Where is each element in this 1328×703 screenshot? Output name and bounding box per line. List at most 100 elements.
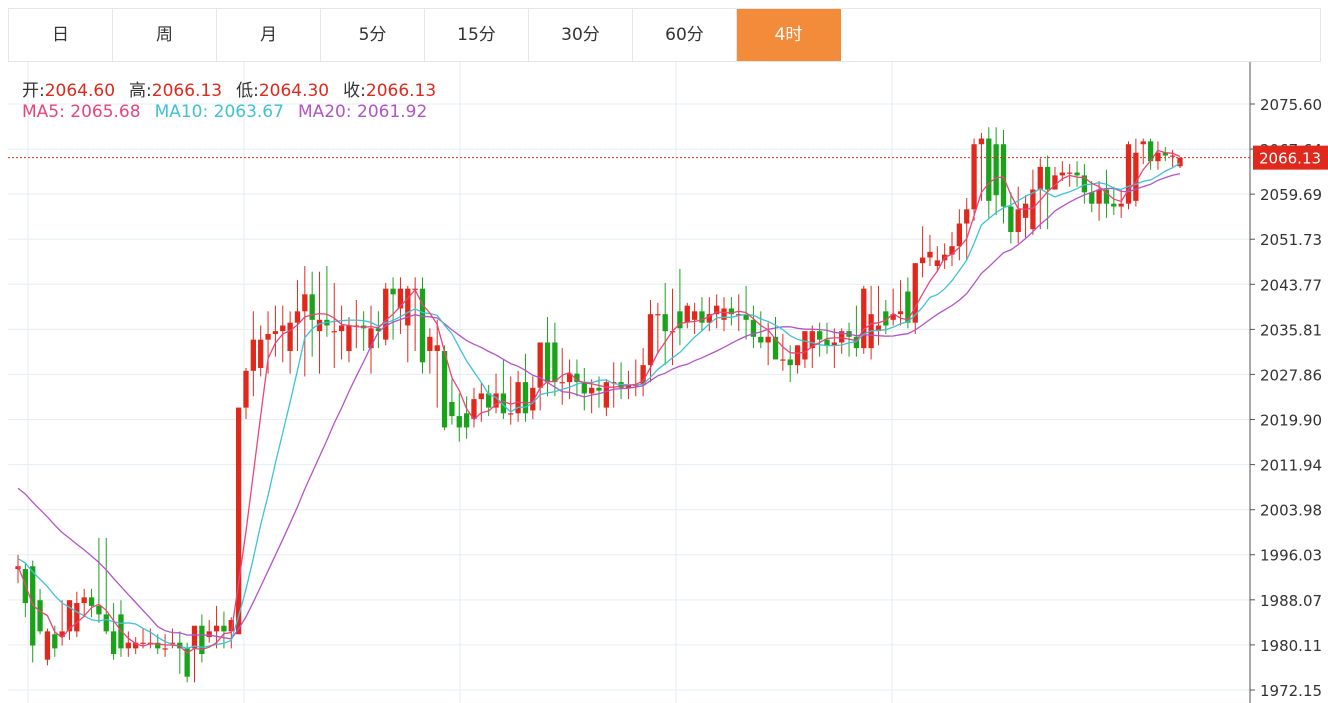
candle-body [294,311,301,323]
tab-15min[interactable]: 15分 [425,9,529,61]
candle-body [574,373,580,383]
candle-body [736,314,742,316]
candle-body [721,308,727,320]
candle-body [434,345,440,351]
candle-body [1169,155,1176,157]
candle-body [1089,192,1095,204]
candle-body [125,642,131,649]
tab-month[interactable]: 月 [217,9,321,61]
candle-body [456,416,462,428]
candle-body [140,642,146,644]
candle-body [537,342,543,388]
tab-day[interactable]: 日 [9,9,113,61]
candle-body [978,138,985,145]
high-label: 高: [129,81,152,101]
tab-5min[interactable]: 5分 [321,9,425,61]
low-value: 2064.30 [258,81,330,101]
candle-body [816,331,823,340]
candle-body [1096,189,1102,204]
candle-body [1081,175,1088,193]
candle-body [758,336,764,343]
ma20-label: MA20: [297,102,352,122]
candle-body [1067,172,1073,174]
tab-week[interactable]: 周 [113,9,217,61]
candle-body [250,339,256,371]
candle-body [522,382,529,414]
candle-body [544,342,551,383]
candle-body [103,614,109,632]
candle-body [809,331,815,349]
candle-body [1030,189,1036,230]
candle-body [272,331,279,334]
candle-body [1000,144,1007,207]
candle-body [397,288,404,309]
candle-body [905,291,911,323]
candle-body [1177,157,1183,167]
candle-body [831,342,837,346]
candle-body [515,382,521,414]
candle-body [463,413,470,428]
candle-body [309,294,315,320]
candle-body [346,325,352,351]
candle-body [338,325,345,332]
candle-body [243,370,249,408]
open-label: 开: [22,81,45,101]
last-price-tag [1253,145,1328,170]
candle-body [1111,203,1117,207]
candle-body [155,642,161,649]
candle-body [986,138,992,201]
tab-30min[interactable]: 30分 [529,9,633,61]
candle-body [1074,172,1080,176]
candlestick-chart[interactable]: 2075.602067.642059.692051.732043.772035.… [0,62,1328,703]
candle-body [765,336,771,343]
candle-body [530,387,536,411]
candle-body [390,288,396,295]
candle-body [96,605,102,615]
candle-body [677,311,683,329]
candle-body [449,401,455,417]
candle-body [780,359,786,361]
candle-body [258,339,264,368]
close-value: 2066.13 [365,81,437,101]
candle-body [213,625,220,632]
candle-body [640,365,646,385]
candle-body [853,336,860,349]
candle-body [919,257,926,264]
candle-body [508,413,514,415]
candle-body [552,342,558,383]
candle-body [383,288,389,340]
candle-body [691,311,698,320]
candle-body [441,350,448,428]
candle-body [684,305,690,323]
y-tick-label: 1988.07 [1260,592,1322,610]
candle-body [971,144,977,210]
ma5-line [17,149,1181,654]
candle-body [375,328,382,332]
candle-body [1155,152,1161,162]
candle-body [265,333,271,340]
y-tick-label: 2027.86 [1260,366,1322,384]
candle-body [964,209,970,224]
y-tick-label: 2051.73 [1260,231,1322,249]
candle-body [839,331,845,343]
tab-60min[interactable]: 60分 [633,9,737,61]
ma5-label: MA5: [22,102,65,122]
candle-body [133,642,139,649]
candle-body [1133,152,1139,201]
candle-body [110,631,117,655]
candle-body [1015,209,1021,233]
tab-4hour[interactable]: 4时 [737,9,841,61]
low-label: 低: [236,81,259,101]
ma5-value: 2065.68 [70,102,141,122]
candle-body [714,305,720,315]
candle-body [802,331,808,360]
candle-body [890,314,896,320]
period-tabs: 日 周 月 5分 15分 30分 60分 4时 [8,8,1321,62]
candle-body [949,246,955,255]
candle-body [199,625,205,655]
candle-body [221,625,227,632]
candle-body [559,382,565,384]
candle-body [169,642,176,644]
candle-body [37,600,43,632]
candle-body [44,631,51,660]
